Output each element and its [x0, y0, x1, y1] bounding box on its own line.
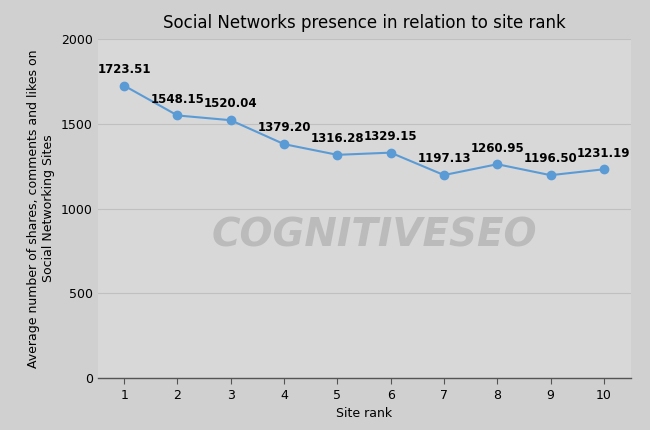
Text: 1379.20: 1379.20: [257, 121, 311, 135]
X-axis label: Site rank: Site rank: [336, 407, 392, 421]
Text: 1316.28: 1316.28: [311, 132, 364, 145]
Text: 1260.95: 1260.95: [471, 141, 524, 154]
Text: 1520.04: 1520.04: [204, 98, 257, 111]
Y-axis label: Average number of shares, comments and likes on
Social Networking Sites: Average number of shares, comments and l…: [27, 49, 55, 368]
Title: Social Networks presence in relation to site rank: Social Networks presence in relation to …: [162, 14, 566, 31]
Text: 1231.19: 1231.19: [577, 147, 630, 160]
Text: 1329.15: 1329.15: [364, 130, 417, 143]
Text: 1196.50: 1196.50: [524, 153, 577, 166]
Text: 1723.51: 1723.51: [98, 63, 151, 76]
Text: 1548.15: 1548.15: [151, 93, 204, 106]
Text: 1197.13: 1197.13: [417, 152, 471, 166]
Text: COGNITIVESEO: COGNITIVESEO: [212, 217, 538, 255]
